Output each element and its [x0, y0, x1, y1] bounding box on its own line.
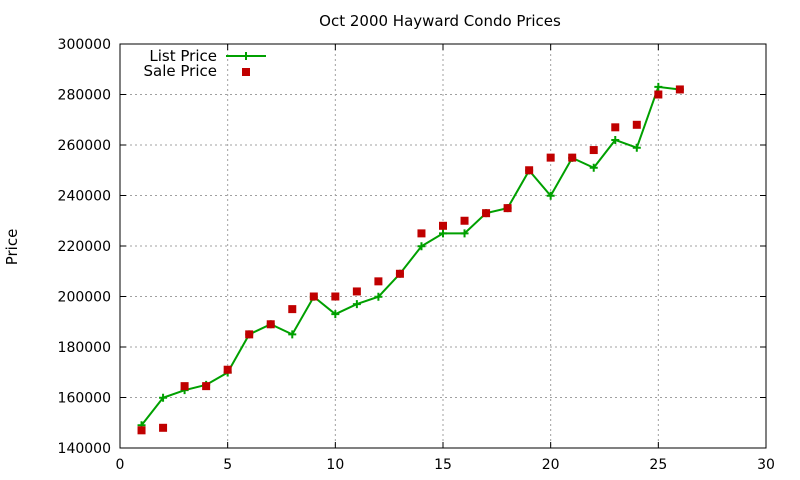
list-price-point: [352, 300, 361, 309]
sale-price-point: [654, 90, 663, 99]
sale-price-point: [137, 426, 146, 435]
sale-price-point: [546, 153, 555, 162]
legend-marker-list-price: [242, 52, 250, 60]
sale-price-point: [589, 146, 598, 155]
list-price-point: [460, 229, 469, 238]
sale-price-point: [331, 292, 340, 301]
sale-price-point: [223, 365, 232, 374]
y-tick-label: 160000: [58, 391, 111, 407]
y-tick-label: 300000: [58, 37, 111, 53]
sale-price-point: [395, 269, 404, 278]
series: [137, 82, 684, 435]
chart-title: Oct 2000 Hayward Condo Prices: [319, 12, 561, 30]
y-tick-label: 280000: [58, 88, 111, 104]
sale-price-point: [568, 153, 577, 162]
legend-label-list-price: List Price: [149, 47, 217, 65]
y-tick-label: 140000: [58, 441, 111, 457]
axis-ticks: 0 5 10 15 20 25 30 140000 160000 180000 200000 2200…: [58, 37, 775, 473]
legend: List Price Sale Price: [144, 47, 266, 80]
list-price-point: [439, 229, 447, 238]
x-tick-label: 20: [542, 457, 560, 473]
sale-price-point: [503, 204, 512, 213]
sale-price-point: [439, 221, 447, 230]
list-price-point: [374, 292, 383, 301]
legend-marker-sale-price: [242, 68, 250, 76]
sale-price-point: [675, 85, 684, 94]
y-tick-label: 260000: [58, 138, 111, 154]
list-price-point: [331, 310, 340, 319]
sale-price-point: [159, 423, 168, 432]
list-price-point: [159, 393, 168, 402]
x-tick-label: 0: [116, 457, 125, 473]
sale-price-point: [309, 292, 318, 301]
list-price-point: [546, 191, 555, 200]
y-tick-label: 200000: [58, 290, 111, 306]
sale-price-point: [202, 382, 211, 391]
x-tick-label: 25: [649, 457, 667, 473]
sale-price-point: [245, 330, 254, 339]
legend-label-sale-price: Sale Price: [144, 62, 217, 80]
y-tick-label: 180000: [58, 340, 111, 356]
grid: [120, 44, 766, 448]
sale-price-point: [417, 229, 426, 238]
x-tick-label: 10: [326, 457, 344, 473]
list-price-point: [288, 330, 297, 339]
sale-price-point: [460, 216, 469, 225]
sale-price-point: [632, 120, 641, 129]
x-tick-label: 30: [757, 457, 775, 473]
list-price-point: [589, 163, 598, 172]
series-line-list-price: [140, 85, 680, 426]
sale-price-point: [611, 123, 620, 132]
y-tick-label: 240000: [58, 189, 111, 205]
sale-price-point: [288, 305, 297, 314]
list-price-point: [632, 143, 641, 152]
x-tick-label: 15: [434, 457, 452, 473]
y-axis-label: Price: [3, 229, 21, 266]
list-price-point: [611, 135, 620, 144]
sale-price-point: [352, 287, 361, 296]
list-price-point: [417, 242, 426, 251]
list-price-point: [654, 82, 663, 91]
sale-price-point: [525, 166, 534, 175]
sale-price-point: [180, 382, 189, 391]
sale-price-point: [266, 320, 275, 329]
y-tick-label: 220000: [58, 239, 111, 255]
x-tick-label: 5: [223, 457, 232, 473]
sale-price-point: [482, 209, 491, 218]
sale-price-point: [374, 277, 383, 286]
plot-frame: [119, 43, 767, 449]
